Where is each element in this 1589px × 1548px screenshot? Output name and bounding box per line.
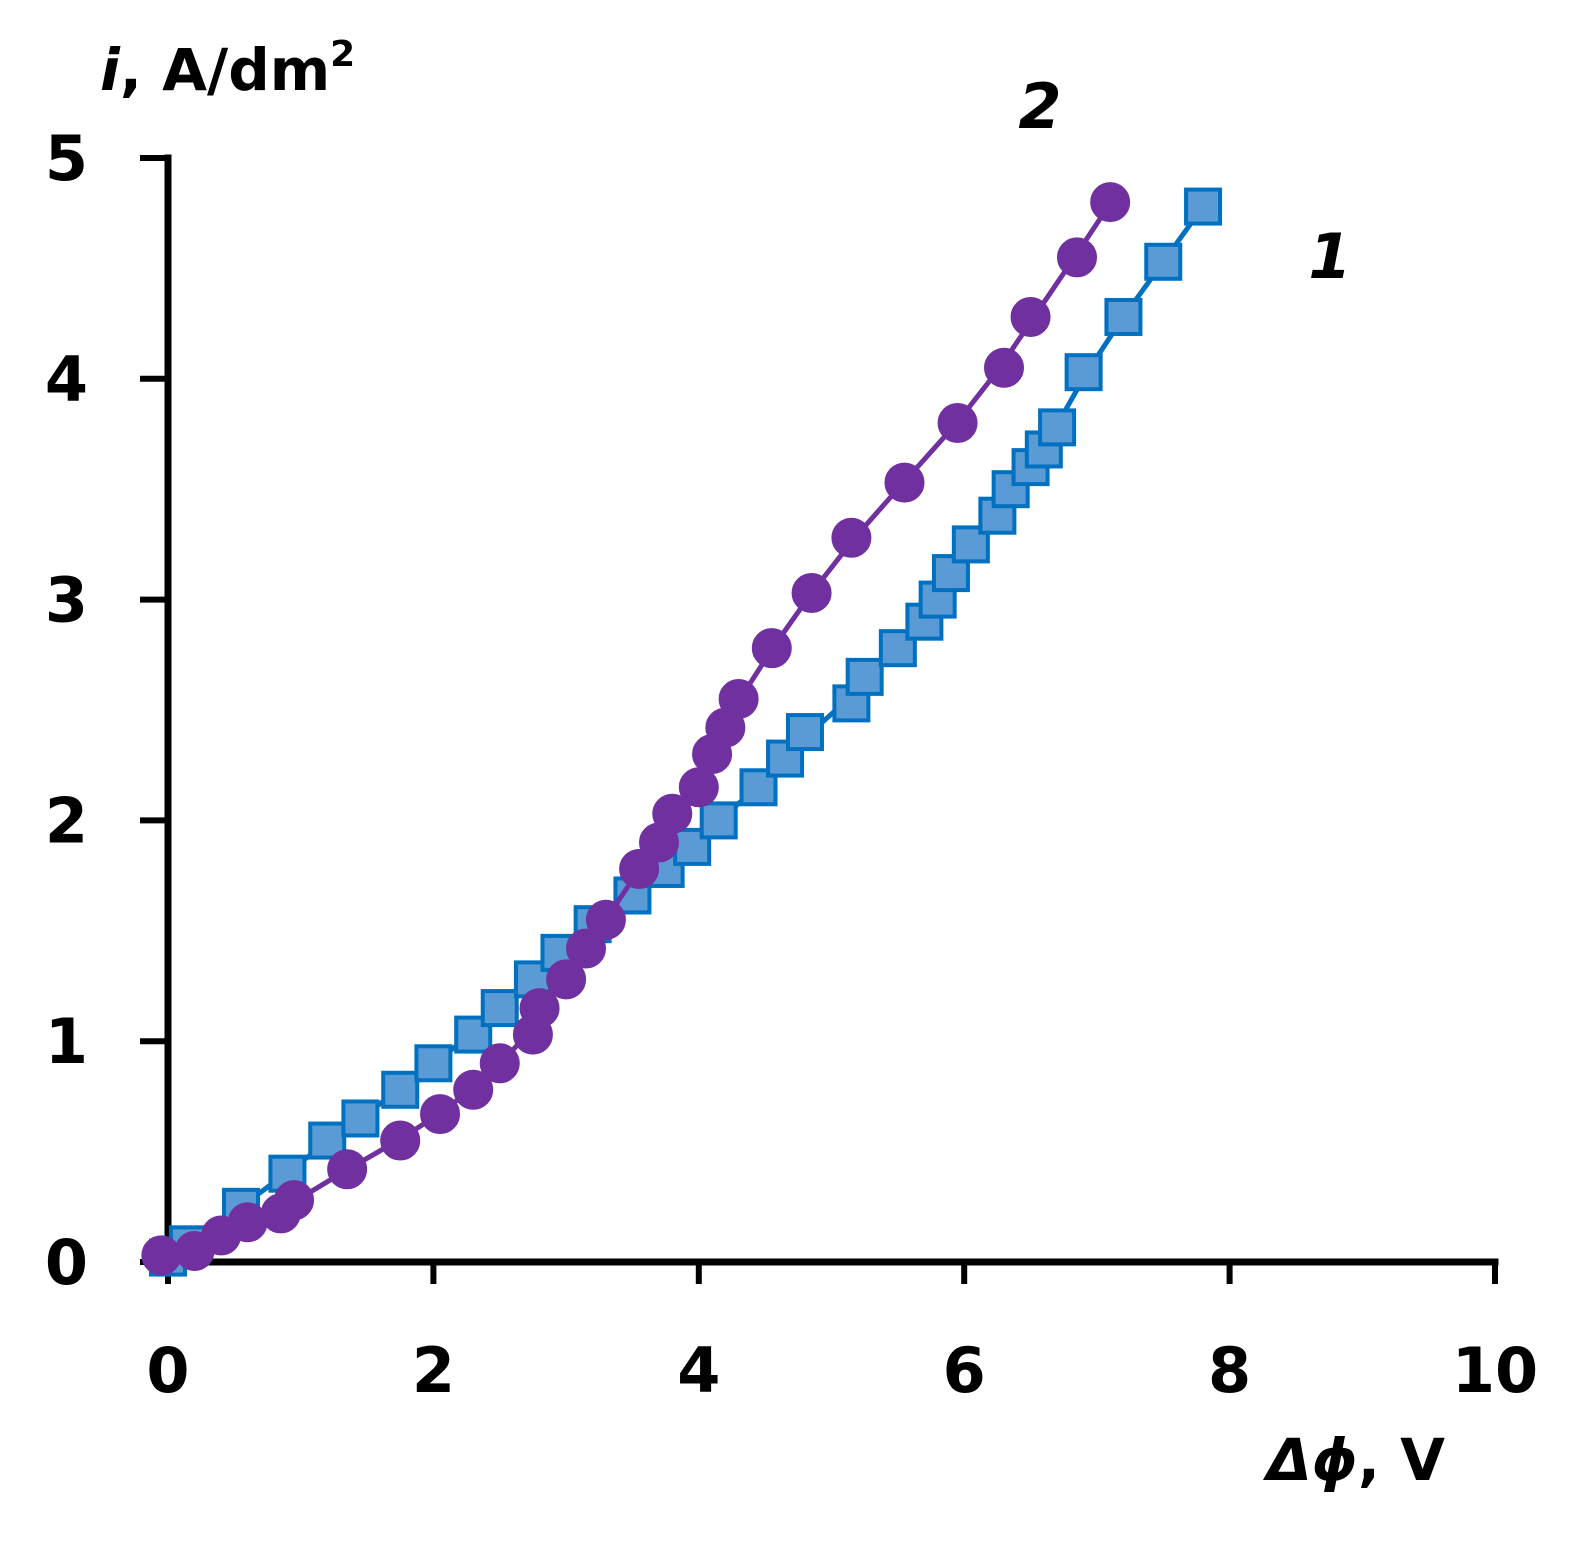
x-tick-label: 8: [1208, 1334, 1251, 1407]
x-tick-label: 4: [677, 1334, 720, 1407]
series-2-point: [546, 959, 587, 1000]
series-2-point: [652, 793, 693, 834]
series-2-point: [566, 928, 607, 969]
y-tick-label: 0: [45, 1226, 88, 1299]
x-axis-symbol: Δϕ: [1263, 1426, 1358, 1494]
series-2-point: [227, 1202, 268, 1243]
series-1-point: [785, 713, 824, 752]
axes: 0 1 2 3 4 5 0 2 4 6 8 10: [45, 122, 1538, 1407]
series-2-point: [831, 517, 872, 558]
series-1-point: [1144, 242, 1183, 281]
series-1-line: [171, 218, 1196, 1257]
y-tick-label: 2: [45, 784, 88, 857]
x-tick-label: 0: [146, 1334, 189, 1407]
y-tick-label: 1: [45, 1005, 88, 1078]
series-1-point: [699, 801, 738, 840]
series-1-point: [381, 1070, 420, 1109]
series-1-point: [1184, 187, 1223, 226]
plot-area: [141, 182, 1223, 1277]
series-2-point: [718, 678, 759, 719]
x-tick-label: 2: [412, 1334, 455, 1407]
series-1-label: 1: [1308, 220, 1351, 293]
series-1-point: [480, 989, 519, 1028]
y-tick-label: 5: [45, 122, 88, 195]
series-1-point: [673, 827, 712, 866]
y-axis-unit: , A/dm: [120, 36, 330, 104]
x-axis-title: Δϕ, V: [1263, 1426, 1445, 1494]
series-1-point: [414, 1044, 453, 1083]
y-axis-title: i, A/dm2: [100, 34, 355, 104]
y-tick-label: 3: [45, 564, 88, 637]
y-axis-symbol: i: [100, 36, 121, 104]
series-2-point: [1056, 237, 1097, 278]
x-axis-unit: , V: [1358, 1426, 1445, 1494]
series-2-point: [380, 1120, 421, 1161]
series-2-point: [1010, 296, 1051, 337]
series-1-point: [931, 554, 970, 593]
series-2-line: [169, 214, 1104, 1257]
series-2-point: [751, 628, 792, 669]
series-1-point: [341, 1099, 380, 1138]
series-1-point: [1104, 297, 1143, 336]
series-2-point: [791, 572, 832, 613]
series-2-label: 2: [1018, 70, 1061, 143]
series-2-point: [453, 1069, 494, 1110]
series-2-point: [327, 1149, 368, 1190]
series-2-point: [1090, 182, 1131, 223]
series-2-point: [984, 347, 1025, 388]
series-2-point: [937, 402, 978, 443]
series-2-point: [884, 462, 925, 503]
series-2-point: [141, 1235, 182, 1276]
series-2-point: [274, 1180, 315, 1221]
series-2-point: [420, 1094, 461, 1135]
x-tick-label: 10: [1452, 1334, 1538, 1407]
series-2-point: [479, 1043, 520, 1084]
series-1-point: [1064, 353, 1103, 392]
y-tick-label: 4: [45, 343, 88, 416]
series-1-point: [845, 657, 884, 696]
series-2-point: [585, 899, 626, 940]
y-axis-unit-superscript: 2: [330, 34, 355, 75]
x-tick-label: 6: [943, 1334, 986, 1407]
series-1-point: [1038, 408, 1077, 447]
series-2-point: [519, 988, 560, 1029]
